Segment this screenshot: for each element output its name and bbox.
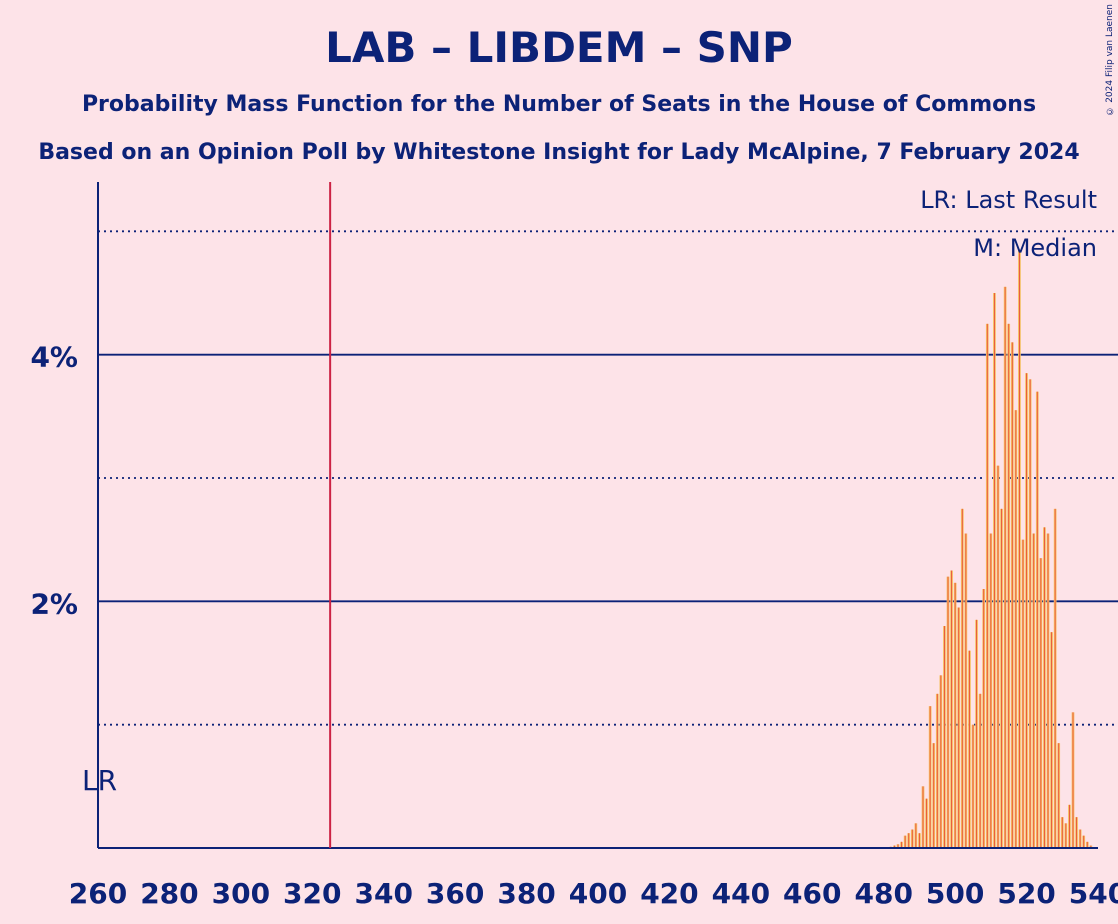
- x-tick-label: 480: [854, 877, 912, 910]
- bar-inner-528: [1054, 508, 1056, 848]
- legend-last-result: LR: Last Result: [920, 186, 1097, 214]
- bar-inner-495: [936, 693, 938, 848]
- x-tick-labels: 260 280 300 320 340 360 380 400 420 440 460 480 500 5…: [69, 877, 1118, 910]
- legend-median: M: Median: [973, 234, 1097, 262]
- bar-inner-486: [904, 835, 906, 848]
- bar-inner-532: [1069, 804, 1070, 848]
- bar-inner-504: [969, 650, 970, 848]
- x-tick-label: 380: [497, 877, 555, 910]
- bar-inner-496: [940, 675, 942, 848]
- bar-inner-530: [1061, 817, 1063, 848]
- bar-inner-510: [990, 533, 992, 848]
- axes: [97, 182, 1098, 849]
- bar-inner-502: [961, 508, 963, 848]
- bar-inner-529: [1058, 743, 1060, 848]
- y-tick-label: 2%: [30, 587, 78, 620]
- bar-inner-531: [1065, 823, 1067, 848]
- bar-inner-535: [1079, 829, 1081, 848]
- bars: [889, 249, 1093, 849]
- bar-inner-494: [933, 743, 935, 848]
- bar-inner-497: [944, 626, 945, 848]
- bar-inner-521: [1029, 379, 1031, 848]
- bar-inner-514: [1004, 286, 1006, 848]
- x-tick-label: 500: [926, 877, 984, 910]
- bar-inner-522: [1033, 533, 1035, 848]
- bar-inner-526: [1047, 533, 1049, 848]
- bar-inner-523: [1036, 391, 1038, 848]
- chart-subtitle: Probability Mass Function for the Number…: [81, 92, 1037, 117]
- bar-inner-493: [929, 706, 931, 848]
- bar-inner-533: [1072, 712, 1074, 848]
- x-tick-label: 540: [1069, 877, 1118, 910]
- bar-inner-519: [1022, 539, 1024, 848]
- chart-subtitle-source: Based on an Opinion Poll by Whitestone I…: [38, 140, 1080, 165]
- bar-inner-490: [919, 833, 920, 848]
- bar-inner-501: [958, 607, 960, 848]
- bar-inner-508: [983, 589, 985, 848]
- x-tick-label: 420: [640, 877, 698, 910]
- bar-inner-485: [901, 841, 902, 848]
- bar-inner-509: [986, 323, 988, 848]
- bar-inner-518: [1019, 249, 1020, 849]
- bar-inner-506: [976, 619, 977, 848]
- bar-inner-505: [972, 724, 974, 848]
- bar-inner-536: [1083, 835, 1085, 848]
- bar-inner-524: [1040, 558, 1042, 848]
- x-tick-label: 360: [426, 877, 484, 910]
- bar-inner-499: [951, 570, 952, 848]
- bar-inner-503: [965, 533, 967, 848]
- bar-inner-513: [1001, 508, 1002, 848]
- x-tick-label: 280: [140, 877, 198, 910]
- bar-inner-525: [1044, 527, 1045, 848]
- bar-inner-488: [911, 829, 913, 848]
- bar-inner-516: [1011, 342, 1013, 848]
- x-tick-label: 400: [569, 877, 627, 910]
- x-tick-label: 340: [354, 877, 412, 910]
- x-tick-label: 440: [712, 877, 770, 910]
- bar-inner-500: [954, 582, 956, 848]
- bar-inner-483: [894, 845, 895, 848]
- x-tick-label: 460: [783, 877, 841, 910]
- y-tick-labels: 2% 4%: [30, 341, 78, 621]
- bar-inner-484: [897, 844, 899, 848]
- last-result-label: LR: [82, 764, 117, 797]
- bar-inner-515: [1008, 323, 1010, 848]
- bar-inner-487: [908, 833, 910, 848]
- y-tick-label: 4%: [30, 341, 78, 374]
- chart-title: LAB – LIBDEM – SNP: [325, 23, 793, 72]
- bar-inner-511: [994, 293, 995, 848]
- bar-inner-489: [915, 823, 917, 848]
- x-tick-label: 520: [997, 877, 1055, 910]
- bar-inner-534: [1076, 817, 1077, 848]
- bar-inner-507: [979, 693, 981, 848]
- bar-inner-492: [926, 798, 927, 848]
- bar-inner-520: [1026, 373, 1027, 848]
- annotations: LR LR: Last Result M: Median: [82, 186, 1097, 797]
- bar-inner-538: [1090, 845, 1092, 848]
- x-tick-label: 260: [69, 877, 127, 910]
- bar-inner-537: [1086, 841, 1088, 848]
- bar-inner-498: [947, 576, 949, 848]
- bar-inner-512: [997, 465, 999, 848]
- x-tick-label: 320: [283, 877, 341, 910]
- bar-inner-527: [1051, 632, 1052, 848]
- bar-inner-491: [922, 786, 924, 848]
- bar-inner-517: [1015, 410, 1017, 848]
- x-tick-label: 300: [212, 877, 270, 910]
